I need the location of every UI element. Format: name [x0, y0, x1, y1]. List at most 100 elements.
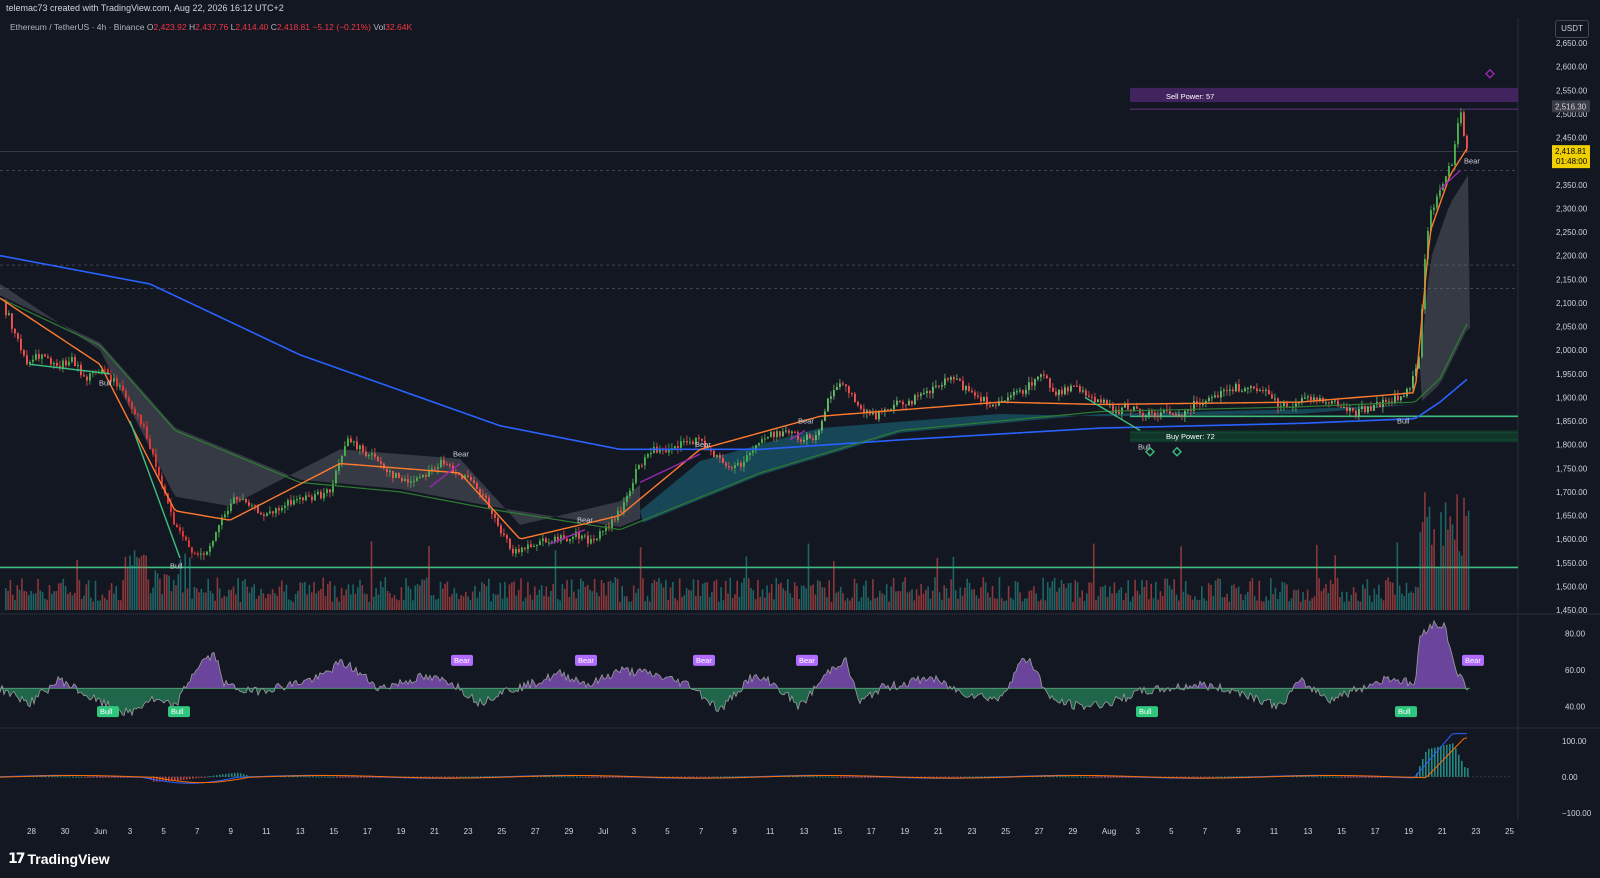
volume-bar	[819, 581, 821, 610]
volume-bar	[478, 591, 481, 610]
macd-histogram-bar	[951, 776, 953, 778]
candle-body	[401, 478, 403, 482]
candle-body	[1175, 413, 1177, 417]
macd-histogram-bar	[465, 776, 467, 778]
candle-body	[368, 455, 370, 457]
macd-histogram-bar	[1359, 776, 1361, 778]
candle-body	[20, 338, 22, 351]
candle-body	[407, 479, 409, 483]
macd-histogram-bar	[690, 776, 692, 778]
currency-button[interactable]: USDT	[1555, 20, 1589, 38]
candle-body	[1454, 144, 1456, 165]
volume-bar	[400, 587, 403, 610]
macd-histogram-bar	[81, 776, 83, 778]
macd-histogram-bar	[702, 776, 704, 778]
volume-bar	[720, 587, 722, 610]
candle-body	[284, 505, 286, 508]
macd-histogram-bar	[696, 776, 698, 778]
volume-bar	[1166, 578, 1169, 610]
volume-bar	[929, 598, 932, 610]
candle-body	[965, 386, 967, 391]
price-tick-label: 2,600.00	[1556, 63, 1588, 72]
volume-bar	[172, 579, 175, 610]
candle-body	[1016, 391, 1018, 393]
volume-bar	[1329, 579, 1332, 610]
candle-body	[632, 482, 634, 491]
macd-histogram-bar	[1113, 776, 1115, 778]
badge-bg	[1552, 100, 1590, 113]
macd-histogram-bar	[990, 776, 992, 778]
volume-bar	[37, 578, 39, 610]
candle-body	[110, 374, 112, 382]
candle-body	[134, 408, 136, 415]
tradingview-logo[interactable]: 17 TradingView	[8, 850, 110, 868]
candle-body	[1037, 376, 1039, 380]
macd-histogram-bar	[1062, 776, 1064, 778]
price-axis[interactable]: 2,650.002,600.002,550.002,500.002,450.00…	[1552, 39, 1592, 818]
candle-body	[386, 468, 388, 473]
volume-bar	[44, 598, 46, 610]
volume-bar	[1352, 587, 1355, 610]
macd-histogram-bar	[849, 776, 851, 778]
volume-bar	[85, 584, 88, 610]
candle-body	[716, 454, 718, 457]
volume-bar	[442, 588, 444, 610]
volume-bar	[600, 579, 603, 610]
symbol-name[interactable]: Ethereum / TetherUS · 4h · Binance	[10, 22, 145, 32]
macd-histogram-bar	[1311, 776, 1313, 778]
macd-histogram-bar	[732, 776, 734, 778]
volume-bar	[1428, 506, 1431, 610]
time-tick-label: 30	[61, 827, 70, 836]
volume-bar	[205, 592, 207, 610]
candle-body	[248, 502, 250, 506]
volume-bar	[1244, 594, 1247, 610]
macd-histogram-bar	[705, 776, 707, 778]
macd-histogram-bar	[1098, 776, 1100, 778]
volume-bar	[163, 574, 166, 610]
volume-bar	[573, 591, 575, 610]
volume-bar	[761, 589, 764, 610]
rsi-badge-text: Bull	[171, 707, 184, 716]
macd-histogram-bar	[177, 776, 179, 781]
candle-body	[701, 438, 703, 441]
candle-body	[842, 383, 844, 385]
volume-bar	[619, 601, 621, 610]
candle-body	[185, 536, 187, 541]
candle-body	[977, 395, 979, 397]
volume-bar	[1389, 581, 1392, 610]
volume-bar	[545, 586, 548, 610]
candle-body	[29, 361, 31, 365]
macd-histogram-bar	[1353, 776, 1355, 778]
macd-histogram-bar	[357, 776, 359, 778]
candle-body	[905, 404, 907, 406]
candle-body	[1001, 400, 1003, 402]
macd-histogram-bar	[564, 776, 566, 778]
volume-bar	[1327, 593, 1330, 610]
candle-body	[1349, 407, 1351, 412]
volume-bar	[1426, 516, 1428, 610]
volume-bar	[649, 601, 651, 610]
volume-bar	[1021, 601, 1024, 610]
volume-bar	[152, 587, 154, 610]
volume-bar	[1175, 594, 1178, 610]
volume-bar	[552, 583, 554, 610]
candle-body	[1097, 399, 1099, 403]
volume-bar	[11, 594, 14, 610]
volume-bar	[1173, 579, 1175, 610]
macd-histogram-bar	[540, 776, 542, 778]
candle-body	[398, 472, 400, 479]
time-axis[interactable]: 28 30 Jun 3 5 7 9 11 13 15 17 19 21 23 25 27 29 Jul 3 5 7 9 11…	[27, 827, 1514, 836]
candle-body	[1301, 398, 1303, 402]
candle-body	[1106, 399, 1108, 405]
volume-bar	[94, 580, 97, 610]
candle-body	[1172, 413, 1174, 415]
volume-bar	[244, 579, 246, 610]
low-label: L	[230, 22, 236, 32]
volume-bar	[373, 596, 375, 610]
volume-bar	[1157, 599, 1159, 610]
volume-bar	[1345, 591, 1348, 610]
candle-body	[194, 552, 196, 554]
candle-body	[149, 438, 151, 450]
candle-body	[335, 470, 337, 484]
